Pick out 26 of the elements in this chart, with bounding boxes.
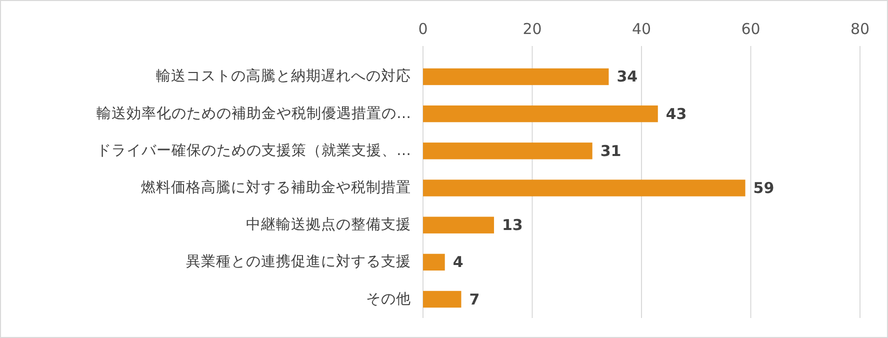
bar bbox=[423, 216, 494, 234]
y-tick-label: その他 bbox=[366, 290, 411, 308]
x-tick-label: 60 bbox=[741, 20, 760, 38]
y-tick-label: 輸送コストの高騰と納期遅れへの対応 bbox=[156, 68, 411, 85]
data-label: 34 bbox=[616, 68, 638, 86]
y-tick-label: 輸送効率化のための補助金や税制優遇措置の… bbox=[96, 104, 411, 122]
data-label: 7 bbox=[469, 290, 480, 308]
data-label: 43 bbox=[666, 104, 687, 123]
bar bbox=[423, 254, 445, 271]
data-label: 13 bbox=[502, 216, 523, 234]
bar bbox=[423, 68, 609, 86]
x-tick-label: 40 bbox=[632, 20, 652, 38]
bar bbox=[423, 142, 592, 160]
y-tick-label: 燃料価格高騰に対する補助金や税制措置 bbox=[141, 179, 411, 196]
x-tick-label: 20 bbox=[522, 20, 542, 38]
y-tick-label: ドライバー確保のための支援策（就業支援、… bbox=[96, 142, 411, 159]
data-label: 31 bbox=[600, 142, 622, 160]
y-tick-label: 異業種との連携促進に対する支援 bbox=[186, 253, 411, 270]
bar bbox=[423, 180, 746, 196]
bar bbox=[423, 290, 462, 308]
data-label: 59 bbox=[753, 179, 774, 197]
y-tick-label: 中継輸送拠点の整備支援 bbox=[246, 216, 411, 234]
data-label: 4 bbox=[452, 253, 464, 272]
x-tick-label: 80 bbox=[850, 20, 870, 38]
x-tick-label: 0 bbox=[418, 20, 428, 38]
bar bbox=[423, 105, 658, 122]
